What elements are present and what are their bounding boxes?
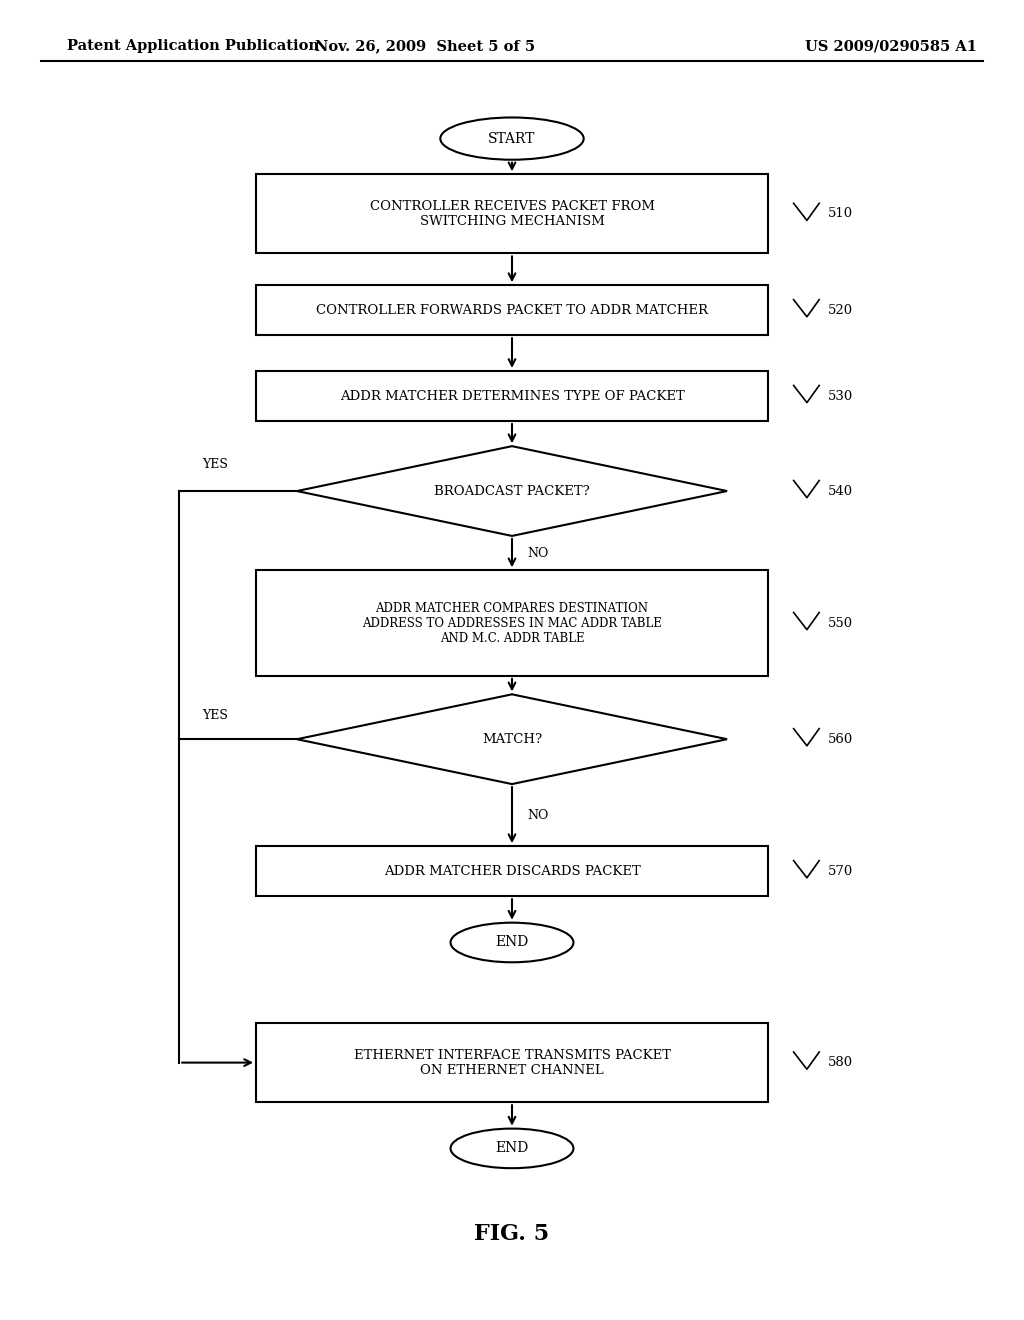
- Bar: [256, 371, 768, 421]
- Text: 520: 520: [827, 304, 853, 317]
- Text: 580: 580: [827, 1056, 853, 1069]
- Text: START: START: [488, 132, 536, 145]
- Ellipse shape: [440, 117, 584, 160]
- Text: 510: 510: [827, 207, 853, 220]
- Text: Patent Application Publication: Patent Application Publication: [67, 40, 318, 53]
- Text: CONTROLLER RECEIVES PACKET FROM
SWITCHING MECHANISM: CONTROLLER RECEIVES PACKET FROM SWITCHIN…: [370, 199, 654, 228]
- Text: MATCH?: MATCH?: [482, 733, 542, 746]
- Text: ADDR MATCHER COMPARES DESTINATION
ADDRESS TO ADDRESSES IN MAC ADDR TABLE
AND M.C: ADDR MATCHER COMPARES DESTINATION ADDRES…: [362, 602, 662, 644]
- Text: NO: NO: [527, 546, 549, 560]
- Text: 540: 540: [827, 484, 853, 498]
- Polygon shape: [297, 694, 727, 784]
- Text: END: END: [496, 936, 528, 949]
- Bar: [256, 285, 768, 335]
- Polygon shape: [297, 446, 727, 536]
- Ellipse shape: [451, 1129, 573, 1168]
- Text: ADDR MATCHER DETERMINES TYPE OF PACKET: ADDR MATCHER DETERMINES TYPE OF PACKET: [340, 389, 684, 403]
- Text: YES: YES: [202, 458, 228, 471]
- Text: US 2009/0290585 A1: US 2009/0290585 A1: [805, 40, 977, 53]
- Text: FIG. 5: FIG. 5: [474, 1224, 550, 1245]
- Text: 530: 530: [827, 389, 853, 403]
- Bar: [256, 570, 768, 676]
- Text: CONTROLLER FORWARDS PACKET TO ADDR MATCHER: CONTROLLER FORWARDS PACKET TO ADDR MATCH…: [316, 304, 708, 317]
- Text: BROADCAST PACKET?: BROADCAST PACKET?: [434, 484, 590, 498]
- Text: 560: 560: [827, 733, 853, 746]
- Text: ADDR MATCHER DISCARDS PACKET: ADDR MATCHER DISCARDS PACKET: [384, 865, 640, 878]
- Bar: [256, 1023, 768, 1102]
- Text: ETHERNET INTERFACE TRANSMITS PACKET
ON ETHERNET CHANNEL: ETHERNET INTERFACE TRANSMITS PACKET ON E…: [353, 1048, 671, 1077]
- Text: NO: NO: [527, 809, 549, 821]
- Bar: [256, 174, 768, 253]
- Text: YES: YES: [202, 709, 228, 722]
- Text: END: END: [496, 1142, 528, 1155]
- Text: Nov. 26, 2009  Sheet 5 of 5: Nov. 26, 2009 Sheet 5 of 5: [315, 40, 535, 53]
- Ellipse shape: [451, 923, 573, 962]
- Bar: [256, 846, 768, 896]
- Text: 570: 570: [827, 865, 853, 878]
- Text: 550: 550: [827, 616, 853, 630]
